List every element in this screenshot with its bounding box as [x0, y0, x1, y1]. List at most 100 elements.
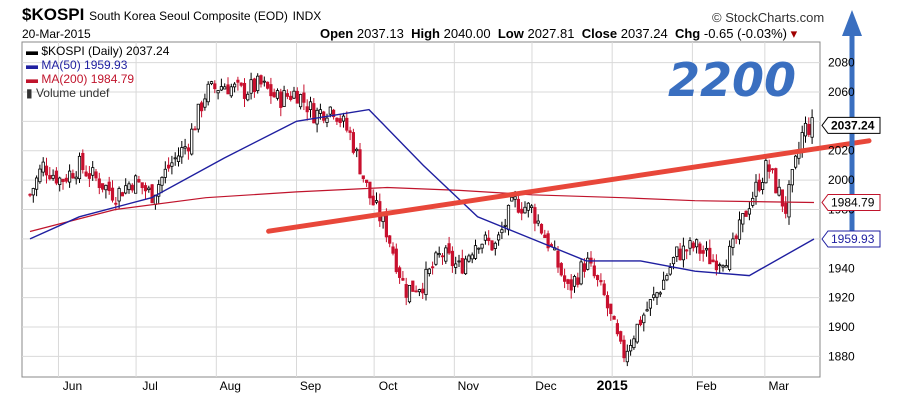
candle-body — [77, 155, 82, 180]
candle-body — [790, 169, 794, 186]
candle-body — [101, 183, 105, 190]
y-tick-label: 1920 — [828, 291, 855, 305]
candle-body — [711, 259, 715, 263]
candle-body — [176, 155, 181, 162]
candle-body — [341, 115, 346, 122]
ma50-tag — [821, 230, 881, 248]
chg-label: Chg — [674, 26, 701, 41]
candle-body — [54, 170, 59, 184]
candle-body — [444, 247, 448, 262]
candle-body — [133, 175, 138, 194]
candle-body — [662, 279, 666, 290]
candle-body — [157, 184, 161, 197]
candle-body — [701, 250, 705, 254]
candle-body — [424, 268, 428, 296]
candle-body — [130, 184, 134, 191]
candle-body — [190, 128, 194, 155]
candle-body — [358, 149, 362, 175]
candle-body — [447, 243, 451, 254]
candle-body — [612, 316, 616, 320]
candle-body — [757, 179, 761, 191]
candle-body — [496, 234, 501, 241]
chg-down-icon: ▾ — [786, 26, 798, 41]
candle-body — [249, 79, 253, 94]
candle-body — [520, 208, 524, 214]
candle-body — [401, 278, 405, 281]
candle-body — [629, 344, 633, 352]
candle-body — [714, 260, 719, 271]
candle-body — [84, 171, 88, 177]
candle-body — [427, 268, 431, 275]
candle-body — [605, 295, 610, 309]
candle-body — [28, 193, 32, 196]
candle-body — [572, 276, 577, 287]
candle-body — [473, 245, 478, 259]
candle-body — [318, 109, 323, 114]
candle-body — [335, 117, 339, 122]
x-tick-label: Aug — [220, 379, 241, 393]
candle-body — [655, 292, 659, 298]
value-tags: 2037.24 1984.79 1959.93 — [821, 116, 881, 248]
candle-body — [124, 185, 128, 194]
y-tick-label: 1900 — [828, 320, 855, 334]
candle-body — [675, 246, 679, 257]
close-tag-label: 2037.24 — [831, 118, 875, 132]
brand-watermark[interactable]: © StockCharts.com — [712, 10, 825, 25]
candle-body — [239, 82, 243, 86]
candle-body — [265, 81, 270, 89]
candle-body — [246, 93, 250, 101]
candle-body — [378, 201, 382, 222]
candle-body — [513, 196, 517, 200]
close-tag — [821, 116, 881, 134]
candle-body — [691, 242, 695, 249]
x-tick-label: 2015 — [597, 377, 628, 393]
exchange-label: INDX — [292, 9, 322, 23]
x-tick-label: Oct — [379, 379, 398, 393]
y-tick-label: 2000 — [828, 173, 855, 187]
candle-body — [599, 280, 603, 283]
candle-body — [648, 299, 653, 309]
candle-body — [262, 80, 266, 83]
candle-body — [173, 157, 177, 160]
candle-body — [407, 284, 412, 303]
candle-body — [289, 95, 293, 101]
candle-body — [569, 279, 573, 291]
candle-body — [734, 235, 738, 240]
legend-ma50-swatch-icon: ▬ — [26, 58, 38, 72]
candle-body — [543, 234, 547, 239]
legend-ma50-label: MA(50) 1959.93 — [41, 58, 128, 72]
open-label: Open — [320, 26, 354, 41]
candle-body — [721, 265, 725, 268]
candle-body — [282, 90, 286, 107]
x-tick-label: Nov — [458, 379, 479, 393]
candle-body — [685, 249, 689, 252]
candle-body — [381, 215, 385, 223]
candle-body — [256, 75, 260, 92]
candle-body — [728, 245, 732, 271]
candle-body — [48, 175, 52, 180]
candle-body — [576, 277, 580, 285]
candle-body — [298, 94, 303, 108]
candle-body — [579, 261, 583, 285]
candle-body — [87, 173, 91, 179]
candlesticks — [28, 72, 814, 367]
close-label: Close — [581, 26, 618, 41]
candle-body — [516, 198, 521, 213]
candle-body — [493, 242, 497, 249]
candle-body — [74, 176, 78, 180]
candle-body — [539, 223, 544, 234]
candle-body — [754, 181, 758, 197]
candle-body — [638, 319, 643, 326]
ma50-line — [29, 108, 815, 277]
candle-body — [506, 204, 511, 231]
candle-body — [348, 130, 352, 133]
candle-body — [470, 254, 474, 260]
candle-body — [787, 184, 791, 218]
candle-body — [120, 192, 124, 197]
candle-body — [411, 280, 415, 292]
candle-body — [325, 117, 329, 123]
candle-body — [523, 206, 527, 214]
candle-body — [632, 338, 636, 349]
candle-body — [615, 323, 620, 335]
candle-body — [704, 247, 709, 251]
